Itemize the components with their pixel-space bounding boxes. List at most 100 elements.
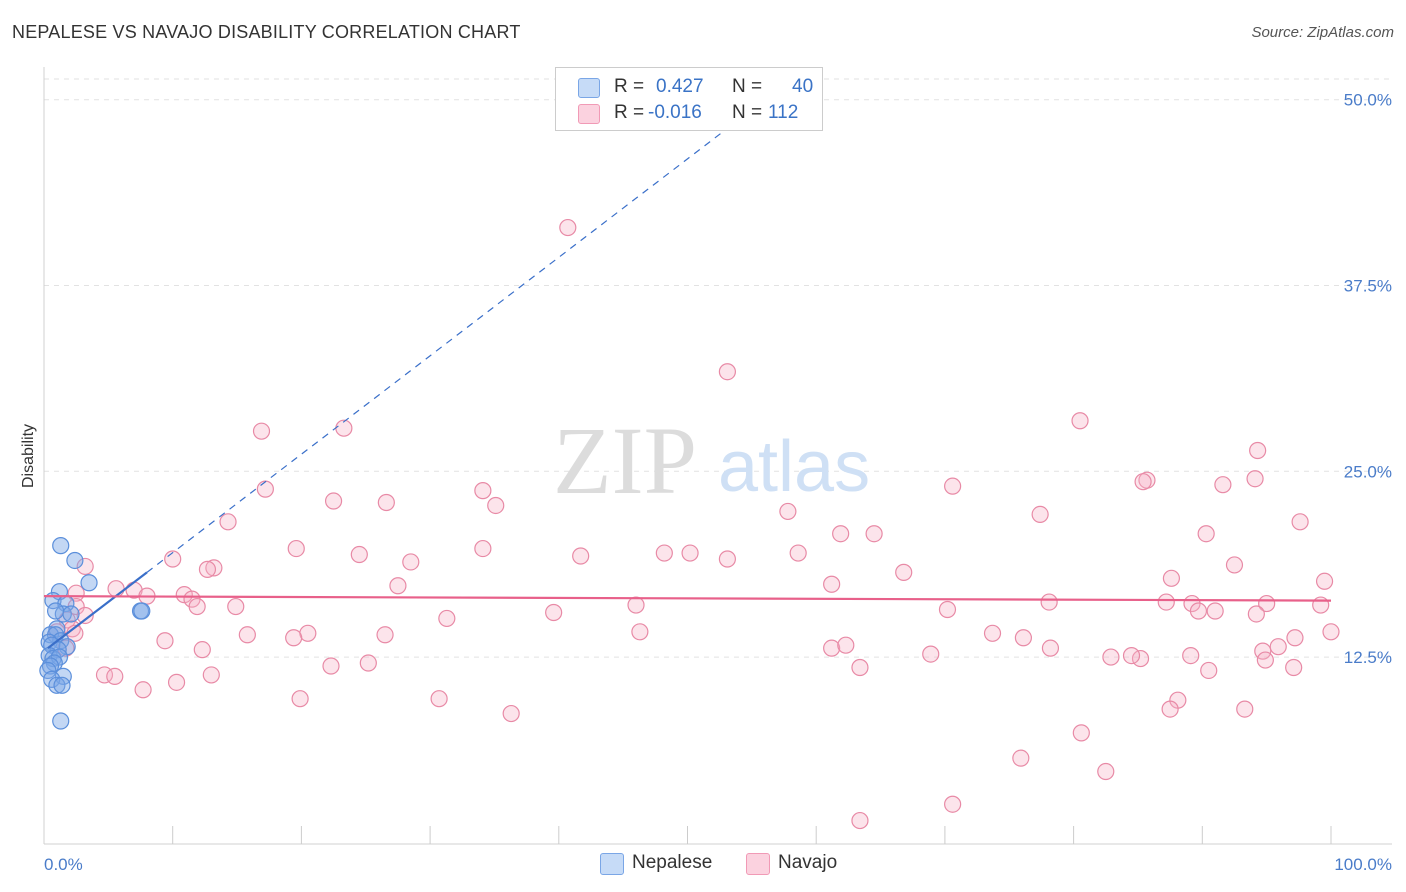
point-navajo — [252, 422, 271, 440]
point-navajo — [291, 690, 309, 708]
point-navajo — [107, 580, 125, 598]
watermark-zip: ZIP — [553, 407, 697, 514]
point-nepalese — [52, 537, 70, 555]
chart-title: NEPALESE VS NAVAJO DISABILITY CORRELATIO… — [12, 22, 521, 42]
point-navajo — [1291, 513, 1309, 531]
source-credit: Source: ZipAtlas.com — [1251, 24, 1394, 41]
point-navajo — [335, 419, 353, 437]
point-navajo — [944, 795, 962, 813]
point-navajo — [559, 218, 577, 237]
point-nepalese — [53, 676, 71, 694]
point-navajo — [134, 681, 152, 699]
correlation-legend: R = 0.427 N = 40 R = -0.016 N = 112 — [555, 67, 823, 131]
point-navajo — [1285, 658, 1303, 677]
x-tick-label-min: 0.0% — [44, 855, 83, 874]
point-navajo — [779, 502, 797, 521]
point-navajo — [944, 477, 962, 495]
point-navajo — [1072, 724, 1090, 742]
series-navajo — [48, 218, 1340, 830]
legend-r-label: R = — [614, 102, 645, 123]
trend-solid-navajo — [43, 595, 1332, 602]
point-nepalese — [66, 551, 84, 570]
point-navajo — [1041, 639, 1060, 657]
point-navajo — [350, 545, 368, 564]
y-tick-label: 37.5% — [1344, 277, 1392, 296]
point-navajo — [837, 636, 855, 654]
point-navajo — [193, 641, 211, 659]
point-navajo — [1102, 648, 1120, 666]
point-navajo — [474, 539, 492, 558]
point-navajo — [865, 525, 883, 543]
point-nepalese — [48, 676, 66, 694]
point-navajo — [438, 609, 456, 628]
point-navajo — [76, 606, 94, 625]
point-navajo — [627, 596, 645, 614]
watermark-atlas: atlas — [718, 427, 870, 507]
point-navajo — [1189, 602, 1208, 620]
point-navajo — [851, 658, 869, 677]
series-nepalese — [39, 537, 151, 730]
x-axis-tick-labels: 0.0% 100.0% — [44, 855, 1392, 874]
point-navajo — [219, 513, 237, 531]
point-navajo — [359, 654, 377, 672]
legend-n-value: 112 — [768, 102, 799, 123]
point-navajo — [76, 557, 94, 576]
point-nepalese — [46, 602, 65, 620]
x-axis-ticks — [172, 826, 1332, 844]
point-navajo — [198, 560, 217, 578]
x-tick-label-max: 100.0% — [1334, 855, 1392, 874]
point-navajo — [1031, 505, 1049, 523]
point-navajo — [631, 623, 649, 641]
point-navajo — [1322, 623, 1340, 641]
point-nepalese — [62, 605, 80, 623]
point-navajo — [502, 704, 520, 723]
point-navajo — [156, 632, 174, 650]
point-nepalese — [39, 661, 57, 680]
trend-solid-nepalese — [47, 571, 148, 650]
point-navajo — [106, 667, 124, 686]
point-navajo — [1014, 629, 1033, 647]
point-navajo — [655, 544, 673, 562]
point-navajo — [1225, 556, 1244, 574]
point-navajo — [227, 597, 245, 616]
point-navajo — [823, 575, 841, 593]
point-navajo — [718, 363, 736, 381]
point-navajo — [1246, 470, 1264, 488]
point-navajo — [1269, 638, 1287, 656]
point-navajo — [324, 492, 343, 510]
point-navajo — [1197, 525, 1215, 543]
point-navajo — [1012, 749, 1030, 767]
point-navajo — [1256, 651, 1274, 669]
point-navajo — [851, 811, 869, 830]
point-navajo — [1134, 473, 1152, 491]
point-navajo — [402, 553, 420, 571]
axes — [43, 67, 1392, 845]
trend-lines — [43, 114, 1332, 650]
legend-swatch-navajo — [578, 104, 600, 124]
point-navajo — [1161, 700, 1179, 718]
point-navajo — [285, 629, 303, 647]
point-navajo — [487, 496, 505, 515]
point-navajo — [983, 624, 1002, 642]
point-navajo — [681, 544, 699, 562]
bottom-legend-label-nepalese: Nepalese — [632, 852, 713, 873]
point-navajo — [572, 547, 590, 565]
point-navajo — [938, 600, 957, 619]
point-navajo — [1040, 593, 1058, 611]
point-navajo — [238, 626, 256, 644]
point-navajo — [205, 559, 223, 577]
point-navajo — [167, 673, 186, 691]
point-navajo — [474, 482, 492, 500]
point-navajo — [1071, 412, 1089, 430]
gridlines — [44, 78, 1392, 658]
point-navajo — [299, 624, 317, 642]
point-nepalese — [133, 602, 151, 620]
legend-swatch-nepalese — [578, 78, 600, 98]
point-navajo — [1182, 646, 1200, 665]
point-navajo — [1097, 762, 1115, 781]
point-navajo — [832, 525, 850, 543]
trend-dashed-nepalese — [146, 114, 746, 573]
point-navajo — [376, 626, 394, 644]
y-axis-title: Disability — [20, 424, 37, 488]
